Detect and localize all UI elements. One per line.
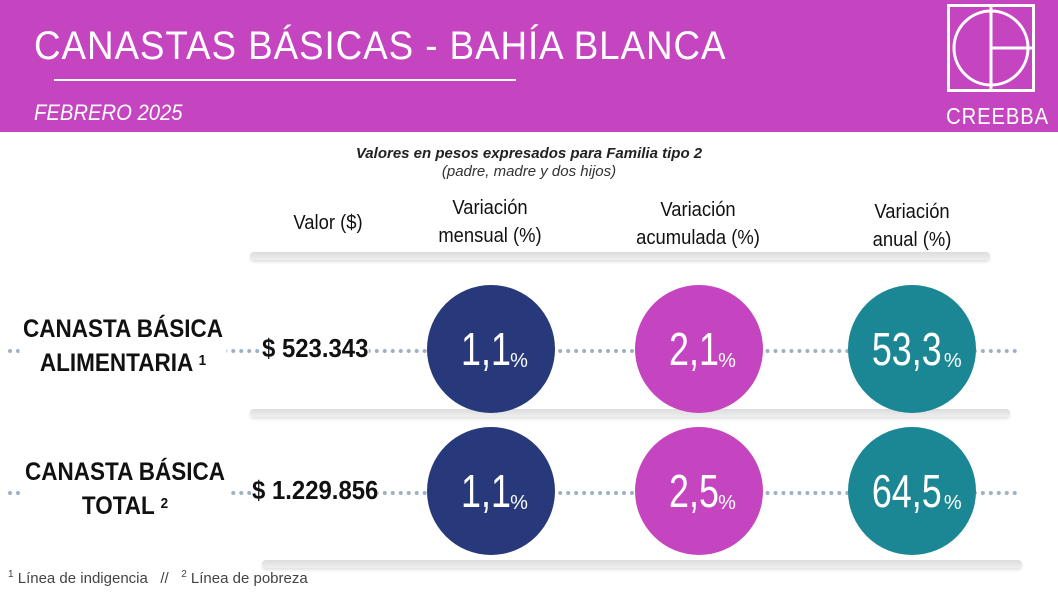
separator-bar bbox=[262, 560, 1022, 568]
separator-bar bbox=[250, 409, 1010, 417]
page-subtitle: FEBRERO 2025 bbox=[34, 100, 183, 125]
circle-acumulada-total: 2,5% bbox=[635, 427, 763, 555]
circle-acumulada-alimentaria: 2,1% bbox=[635, 285, 763, 413]
logo-text: CREEBBA bbox=[946, 103, 1050, 129]
family-note-detail: (padre, madre y dos hijos) bbox=[441, 163, 617, 180]
separator-bar bbox=[250, 252, 990, 260]
page-title: CANASTAS BÁSICAS - BAHÍA BLANCA bbox=[34, 24, 727, 68]
col-header-anual: Variación anual (%) bbox=[872, 201, 952, 251]
valor-total: $ 1.229.856 bbox=[252, 475, 379, 506]
col-header-valor: Valor ($) bbox=[293, 212, 363, 234]
circle-mensual-total: 1,1% bbox=[427, 427, 555, 555]
creebba-logo-icon bbox=[947, 4, 1035, 92]
col-header-mensual: Variación mensual (%) bbox=[438, 197, 542, 247]
valor-alimentaria: $ 523.343 bbox=[262, 333, 369, 364]
col-header-acumulada: Variación acumulada (%) bbox=[636, 199, 760, 249]
circle-mensual-alimentaria: 1,1% bbox=[427, 285, 555, 413]
circle-anual-total: 64,5% bbox=[848, 427, 976, 555]
circle-anual-alimentaria: 53,3% bbox=[848, 285, 976, 413]
title-underline bbox=[54, 79, 516, 81]
family-note: Valores en pesos expresados para Familia… bbox=[355, 145, 703, 162]
footnotes: 1 Línea de indigencia // 2 Línea de pobr… bbox=[8, 569, 308, 587]
row-label-alimentaria: CANASTA BÁSICA ALIMENTARIA 1 bbox=[19, 312, 227, 380]
row-label-total: CANASTA BÁSICA TOTAL 2 bbox=[21, 455, 229, 523]
header-banner: CANASTAS BÁSICAS - BAHÍA BLANCA FEBRERO … bbox=[0, 0, 1058, 132]
